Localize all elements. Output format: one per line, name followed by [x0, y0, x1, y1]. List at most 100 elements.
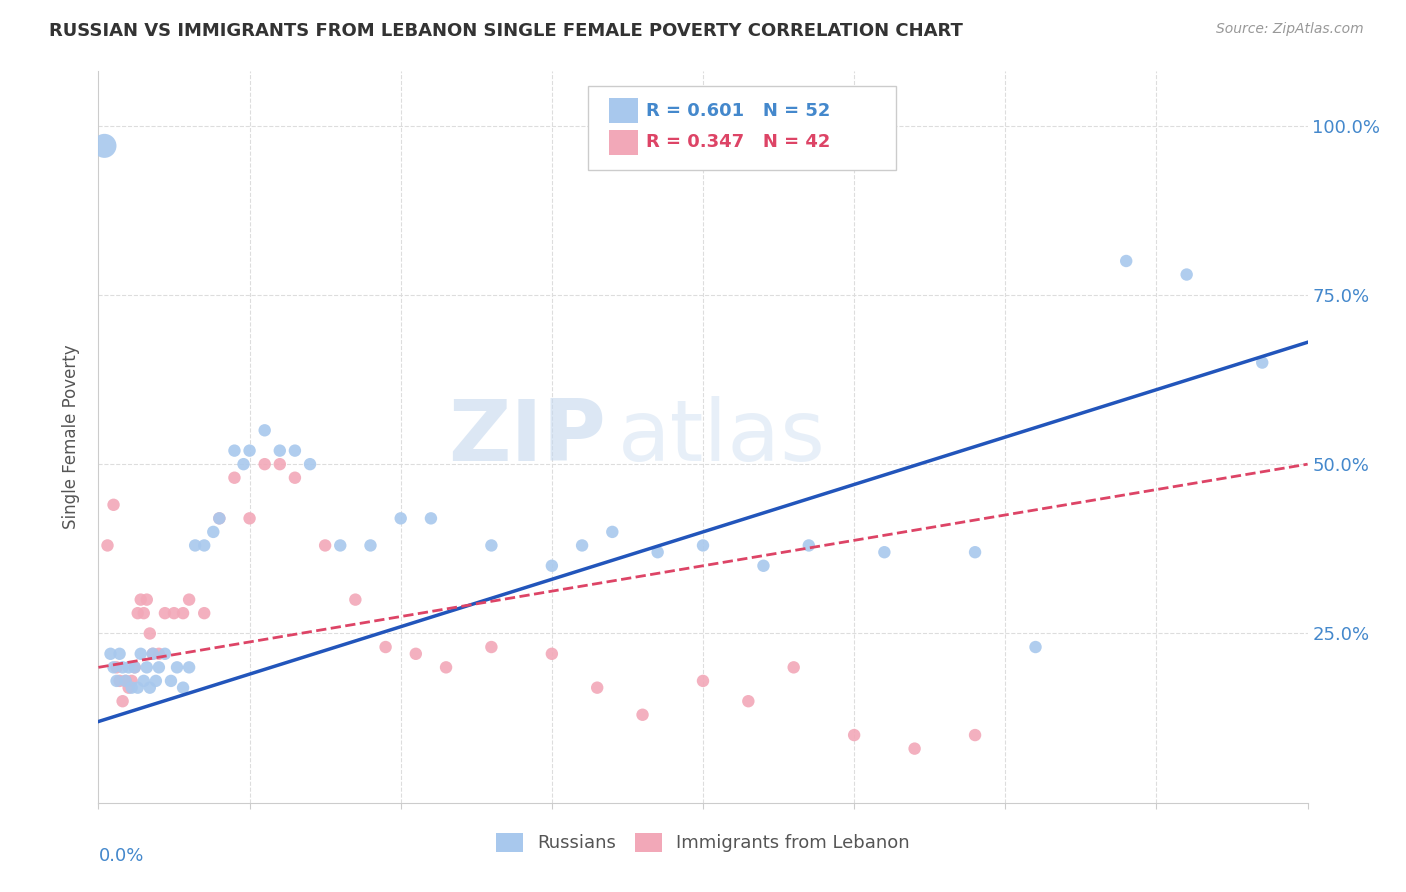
Point: [434, 660, 457, 674]
Point: [145, 673, 167, 688]
Point: [135, 660, 157, 674]
FancyBboxPatch shape: [609, 98, 638, 123]
Point: [1024, 640, 1046, 654]
Point: [179, 592, 201, 607]
Point: [1115, 254, 1137, 268]
FancyBboxPatch shape: [609, 130, 638, 154]
Point: [571, 538, 593, 552]
Point: [344, 592, 367, 607]
Point: [481, 640, 503, 654]
Point: [184, 538, 207, 552]
Point: [105, 673, 128, 688]
Point: [239, 511, 262, 525]
Point: [108, 647, 131, 661]
Point: [232, 457, 254, 471]
Point: [148, 647, 170, 661]
Point: [103, 498, 125, 512]
Point: [139, 681, 162, 695]
Point: [142, 647, 165, 661]
Point: [118, 681, 141, 695]
Point: [142, 647, 165, 661]
Point: [284, 471, 307, 485]
Point: [224, 443, 246, 458]
Point: [208, 511, 231, 525]
Point: [166, 660, 188, 674]
Point: [752, 558, 775, 573]
Point: [239, 443, 262, 458]
Point: [111, 694, 134, 708]
Point: [127, 606, 149, 620]
Point: [965, 728, 987, 742]
Text: atlas: atlas: [619, 395, 827, 479]
Point: [121, 681, 143, 695]
Point: [540, 558, 562, 573]
Point: [329, 538, 352, 552]
Point: [405, 647, 427, 661]
Point: [148, 660, 170, 674]
Point: [153, 647, 176, 661]
Point: [132, 673, 155, 688]
Point: [389, 511, 412, 525]
Point: [160, 673, 183, 688]
Point: [118, 660, 141, 674]
Point: [631, 707, 654, 722]
Point: [1175, 268, 1198, 282]
Point: [647, 545, 669, 559]
Point: [193, 538, 215, 552]
Point: [129, 592, 152, 607]
Point: [965, 545, 987, 559]
Point: [314, 538, 336, 552]
Point: [844, 728, 866, 742]
Point: [193, 606, 215, 620]
Text: RUSSIAN VS IMMIGRANTS FROM LEBANON SINGLE FEMALE POVERTY CORRELATION CHART: RUSSIAN VS IMMIGRANTS FROM LEBANON SINGL…: [49, 22, 963, 40]
Legend: Russians, Immigrants from Lebanon: Russians, Immigrants from Lebanon: [489, 826, 917, 860]
Point: [360, 538, 382, 552]
Point: [124, 660, 146, 674]
Point: [420, 511, 443, 525]
FancyBboxPatch shape: [588, 86, 897, 170]
Point: [96, 538, 118, 552]
Point: [299, 457, 322, 471]
Point: [105, 660, 128, 674]
Point: [132, 606, 155, 620]
Point: [692, 538, 714, 552]
Point: [139, 626, 162, 640]
Y-axis label: Single Female Poverty: Single Female Poverty: [62, 345, 80, 529]
Point: [253, 423, 276, 437]
Point: [172, 606, 194, 620]
Point: [481, 538, 503, 552]
Point: [93, 139, 115, 153]
Text: R = 0.601   N = 52: R = 0.601 N = 52: [647, 102, 831, 120]
Text: 0.0%: 0.0%: [98, 847, 143, 864]
Point: [114, 673, 136, 688]
Point: [540, 647, 562, 661]
Text: ZIP: ZIP: [449, 395, 606, 479]
Point: [114, 673, 136, 688]
Point: [1251, 355, 1274, 369]
Point: [100, 647, 122, 661]
Point: [163, 606, 186, 620]
Point: [127, 681, 149, 695]
Text: Source: ZipAtlas.com: Source: ZipAtlas.com: [1216, 22, 1364, 37]
Point: [129, 647, 152, 661]
Point: [172, 681, 194, 695]
Point: [692, 673, 714, 688]
Point: [111, 660, 134, 674]
Point: [253, 457, 276, 471]
Point: [737, 694, 759, 708]
Point: [783, 660, 806, 674]
Text: R = 0.347   N = 42: R = 0.347 N = 42: [647, 133, 831, 152]
Point: [602, 524, 624, 539]
Point: [153, 606, 176, 620]
Point: [135, 592, 157, 607]
Point: [873, 545, 896, 559]
Point: [179, 660, 201, 674]
Point: [108, 673, 131, 688]
Point: [224, 471, 246, 485]
Point: [103, 660, 125, 674]
Point: [284, 443, 307, 458]
Point: [202, 524, 225, 539]
Point: [269, 443, 291, 458]
Point: [124, 660, 146, 674]
Point: [121, 673, 143, 688]
